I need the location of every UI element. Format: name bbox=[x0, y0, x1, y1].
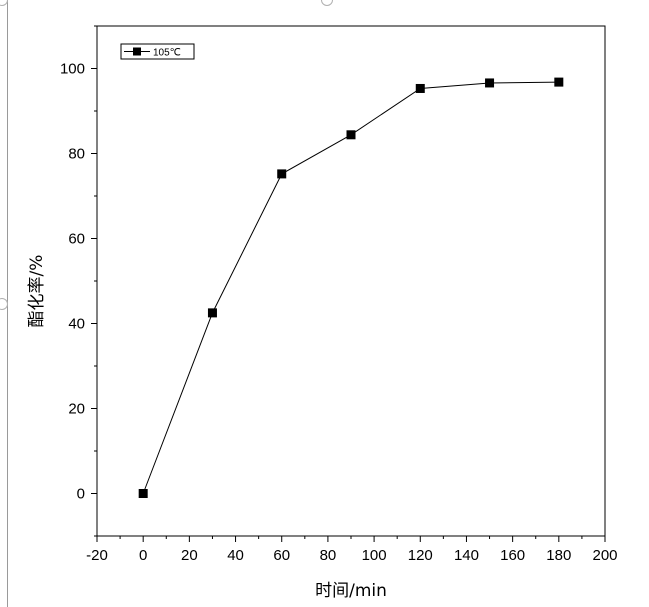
legend: 105℃ bbox=[120, 43, 195, 60]
y-axis-ticks: 0 20 40 60 80 100 bbox=[60, 25, 97, 537]
data-point bbox=[554, 77, 564, 87]
x-tick-label: 40 bbox=[227, 547, 244, 564]
x-tick-label: 100 bbox=[362, 547, 387, 564]
x-tick-label: -20 bbox=[86, 547, 108, 564]
x-tick-label: 140 bbox=[454, 547, 479, 564]
data-point bbox=[138, 489, 148, 498]
y-tick-label: 80 bbox=[68, 146, 85, 163]
data-point bbox=[277, 169, 287, 179]
data-point bbox=[415, 83, 425, 93]
x-tick-label: 160 bbox=[500, 547, 525, 564]
x-tick-label: 20 bbox=[181, 547, 198, 564]
legend-label: 105℃ bbox=[153, 48, 181, 59]
x-tick-label: 120 bbox=[408, 547, 433, 564]
y-axis-title: 酯化率/% bbox=[27, 255, 47, 328]
x-tick-label: 80 bbox=[320, 547, 337, 564]
y-tick-label: 0 bbox=[77, 486, 85, 503]
y-tick-label: 60 bbox=[68, 231, 85, 248]
data-point bbox=[346, 130, 356, 140]
legend-marker bbox=[133, 47, 141, 56]
y-tick-label: 40 bbox=[68, 316, 85, 333]
resize-handle-middle-left[interactable] bbox=[0, 298, 8, 310]
x-axis-ticks: -20 0 20 40 60 80 100 120 140 160 180 200 bbox=[86, 536, 618, 564]
data-point bbox=[485, 78, 495, 88]
data-point bbox=[207, 308, 217, 318]
plot-area bbox=[96, 25, 606, 537]
series-layer bbox=[138, 77, 564, 498]
x-axis-title: 时间/min bbox=[315, 581, 387, 601]
series-line bbox=[142, 81, 559, 494]
x-tick-label: 60 bbox=[273, 547, 290, 564]
x-tick-label: 180 bbox=[546, 547, 571, 564]
x-tick-label: 0 bbox=[139, 547, 147, 564]
y-tick-label: 100 bbox=[60, 61, 85, 78]
y-tick-label: 20 bbox=[68, 401, 85, 418]
x-tick-label: 200 bbox=[592, 547, 617, 564]
